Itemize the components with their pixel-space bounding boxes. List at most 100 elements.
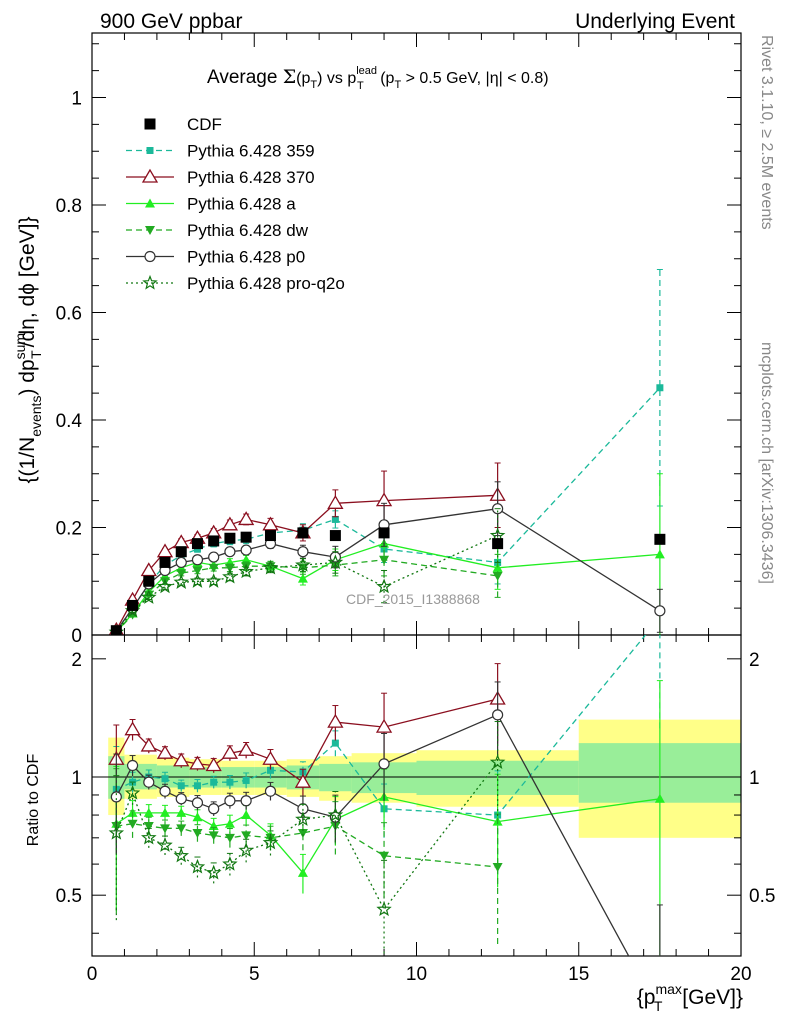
data-point-cdf [378, 527, 390, 539]
data-point-cdf [175, 546, 187, 558]
title-sigma: Σ [283, 66, 296, 88]
data-point-pythia-6-428-a [654, 549, 665, 559]
ratio-point-pythia-6-428-pro-q2o [108, 824, 125, 840]
ratio-point-pythia-6-428-p0 [492, 709, 504, 721]
y-tick-label-main: 0 [71, 626, 82, 647]
ratio-point-pythia-6-428-pro-q2o [205, 864, 222, 880]
legend-label-pythia-6-428-a: Pythia 6.428 a [187, 195, 296, 214]
title-prefix: Average [207, 67, 283, 88]
y-tick-label-ratio: 2 [71, 650, 82, 671]
data-point-cdf [654, 533, 666, 545]
ratio-point-pythia-6-428-pro-q2o [489, 754, 506, 769]
x-tick-label: 15 [568, 964, 589, 985]
y-tick-label-ratio-right: 2 [749, 650, 760, 671]
legend-label-pythia-6-428-p0: Pythia 6.428 p0 [187, 248, 305, 267]
ratio-point-pythia-6-428-p0 [264, 785, 277, 797]
data-point-pythia-6-428-370 [327, 495, 344, 509]
ratio-point-pythia-6-428-370 [375, 718, 393, 733]
mcplots-label: mcplots.cern.ch [arXiv:1306.3436] [758, 342, 775, 584]
data-point-cdf [127, 599, 139, 611]
ratio-point-pythia-6-428-359 [242, 776, 250, 784]
data-point-pythia-6-428-pro-q2o [173, 574, 189, 589]
ratio-point-pythia-6-428-370 [173, 752, 190, 767]
data-point-pythia-6-428-370 [140, 562, 157, 577]
x-axis-label: {pmax T [GeV]} [637, 981, 743, 1014]
title-vs: vs p [322, 70, 356, 87]
ratio-point-pythia-6-428-359 [226, 778, 234, 786]
legend-label-cdf: CDF [187, 115, 222, 134]
ratio-point-pythia-6-428-a [224, 818, 235, 828]
data-point-pythia-6-428-370 [221, 516, 239, 531]
data-point-pythia-6-428-359 [331, 515, 339, 523]
title-vs-sup: lead [356, 65, 377, 77]
data-point-cdf [159, 556, 171, 568]
ratio-point-pythia-6-428-pro-q2o [141, 829, 157, 845]
x-tick-label: 5 [249, 964, 260, 985]
data-point-pythia-6-428-pro-q2o [327, 554, 344, 570]
ratio-point-pythia-6-428-dw [160, 824, 171, 834]
ratio-point-pythia-6-428-359 [177, 782, 185, 790]
plot-title: Average Σ(pT) vs plead T (pT > 0.5 GeV, |… [207, 65, 549, 92]
ratio-point-pythia-6-428-359 [266, 766, 274, 774]
data-point-pythia-6-428-370 [238, 511, 255, 526]
ratio-point-pythia-6-428-p0 [208, 803, 220, 815]
y-axis-label-ratio: Ratio to CDF [25, 754, 42, 847]
title-cut-sub: T [394, 79, 401, 91]
ratio-point-pythia-6-428-370 [238, 741, 255, 756]
data-point-cdf [329, 530, 341, 542]
data-point-pythia-6-428-p0 [297, 546, 309, 558]
ratio-point-pythia-6-428-dw [224, 833, 235, 843]
header-left: 900 GeV ppbar [100, 10, 242, 33]
ratio-point-pythia-6-428-pro-q2o [157, 837, 173, 852]
data-point-pythia-6-428-p0 [240, 544, 252, 556]
main-data [108, 269, 666, 635]
ylabel-p1: {(1/N [16, 437, 39, 484]
data-point-pythia-6-428-pro-q2o [189, 573, 206, 588]
ratio-point-pythia-6-428-a [160, 807, 171, 817]
ratio-point-pythia-6-428-p0 [110, 791, 122, 803]
ylabel-p2: ) dp [16, 359, 39, 395]
ratio-point-pythia-6-428-370 [140, 737, 157, 752]
x-tick-label: 20 [730, 964, 751, 985]
ratio-point-pythia-6-428-a [241, 810, 252, 820]
legend-label-pythia-6-428-370: Pythia 6.428 370 [187, 168, 315, 187]
xlabel-p2: [GeV]} [676, 986, 743, 1009]
main-panel: 0 0.2 0.4 0.6 0.8 1 [56, 32, 742, 647]
legend-marker-pythia-6-428-pro-q2o [142, 274, 158, 290]
y-tick-label-main: 0.6 [56, 304, 82, 325]
legend-label-pythia-6-428-dw: Pythia 6.428 dw [187, 221, 309, 240]
ratio-point-pythia-6-428-pro-q2o [124, 784, 141, 800]
ratio-point-pythia-6-428-370 [262, 750, 279, 765]
ratio-point-pythia-6-428-pro-q2o [238, 842, 254, 858]
legend-label-pythia-6-428-pro-q2o: Pythia 6.428 pro-q2o [187, 274, 345, 293]
data-point-pythia-6-428-p0 [191, 554, 204, 566]
rivet-label: Rivet 3.1.10, ≥ 2.5M events [758, 35, 775, 230]
data-point-pythia-6-428-dw [192, 566, 203, 576]
ratio-point-pythia-6-428-p0 [126, 759, 139, 772]
x-tick-label: 10 [406, 964, 427, 985]
y-tick-label-main: 0.8 [56, 196, 82, 217]
ratio-point-pythia-6-428-pro-q2o [327, 806, 344, 822]
data-point-cdf [224, 532, 236, 544]
ratio-point-pythia-6-428-pro-q2o [262, 834, 279, 850]
data-point-pythia-6-428-pro-q2o [222, 568, 238, 584]
ratio-point-pythia-6-428-p0 [378, 758, 390, 770]
ratio-point-pythia-6-428-370 [221, 744, 239, 759]
title-cut-open: (p [376, 70, 395, 87]
data-point-pythia-6-428-pro-q2o [376, 578, 392, 594]
data-point-pythia-6-428-p0 [208, 551, 220, 563]
ratio-point-pythia-6-428-dw [208, 831, 219, 841]
data-point-pythia-6-428-dw [176, 569, 187, 579]
ratio-point-pythia-6-428-p0 [159, 785, 171, 797]
data-point-pythia-6-428-a [297, 573, 308, 583]
ratio-point-pythia-6-428-359 [210, 778, 218, 786]
y-tick-label-main: 0.2 [56, 519, 82, 540]
legend-marker-pythia-6-428-a [145, 198, 155, 208]
ratio-point-pythia-6-428-dw [492, 862, 503, 872]
legend-marker-cdf [144, 118, 156, 130]
legend-marker-pythia-6-428-dw [145, 226, 155, 235]
legend-label-pythia-6-428-359: Pythia 6.428 359 [187, 142, 315, 161]
ratio-point-pythia-6-428-p0 [224, 795, 236, 807]
ratio-point-pythia-6-428-370 [205, 757, 222, 772]
data-point-pythia-6-428-pro-q2o [262, 559, 279, 575]
